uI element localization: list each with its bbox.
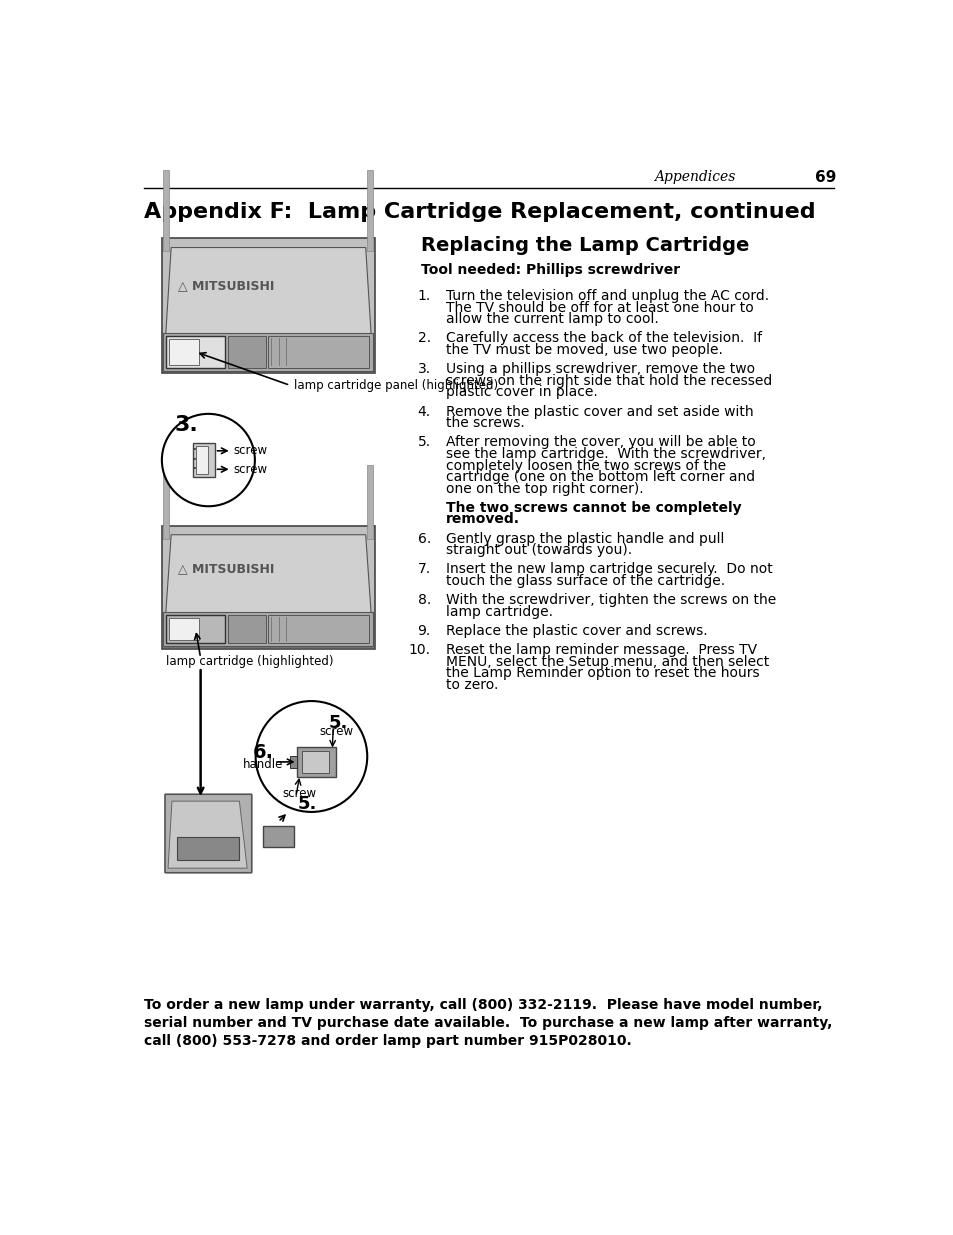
Text: touch the glass surface of the cartridge.: touch the glass surface of the cartridge… [446,574,724,588]
Text: to zero.: to zero. [446,678,498,692]
Bar [228,336,266,368]
Text: 5.: 5. [328,714,348,731]
Text: cartridge (one on the bottom left corner and: cartridge (one on the bottom left corner… [446,471,755,484]
Text: screw: screw [233,445,267,457]
Bar [169,340,198,364]
Text: Replacing the Lamp Cartridge: Replacing the Lamp Cartridge [421,236,749,256]
Text: 3.: 3. [417,362,431,377]
Bar [162,526,375,648]
Bar [268,615,369,643]
Text: With the screwdriver, tighten the screws on the: With the screwdriver, tighten the screws… [446,593,776,608]
Text: Turn the television off and unplug the AC cord.: Turn the television off and unplug the A… [446,289,769,303]
Bar [302,751,328,773]
Text: 3.: 3. [174,415,198,435]
Bar [163,466,169,538]
Bar [163,611,373,646]
Text: 7.: 7. [417,562,431,577]
Text: The two screws cannot be completely: The two screws cannot be completely [446,501,741,515]
Text: Appendix F:  Lamp Cartridge Replacement, continued: Appendix F: Lamp Cartridge Replacement, … [144,203,815,222]
Bar [162,238,375,373]
Polygon shape [168,802,247,868]
Circle shape [255,701,367,811]
Text: Insert the new lamp cartridge securely.  Do not: Insert the new lamp cartridge securely. … [446,562,772,577]
Text: completely loosen the two screws of the: completely loosen the two screws of the [446,458,725,473]
Bar [195,446,208,474]
Text: screw: screw [282,787,315,800]
Text: After removing the cover, you will be able to: After removing the cover, you will be ab… [446,436,756,450]
Text: 4.: 4. [417,405,431,419]
Text: 2.: 2. [417,331,431,346]
Text: Carefully access the back of the television.  If: Carefully access the back of the televis… [446,331,761,346]
Text: 69: 69 [815,170,836,185]
Text: lamp cartridge.: lamp cartridge. [446,605,553,619]
Text: Appendices: Appendices [654,170,735,184]
Text: lamp cartridge (highlighted): lamp cartridge (highlighted) [166,655,333,668]
Text: 6.: 6. [253,743,274,762]
Bar [290,756,297,768]
Bar [166,336,225,368]
Polygon shape [163,247,373,372]
Text: removed.: removed. [446,513,519,526]
Bar [193,443,214,477]
Text: 5.: 5. [297,795,316,813]
Text: Gently grasp the plastic handle and pull: Gently grasp the plastic handle and pull [446,531,724,546]
Bar [367,169,373,252]
Text: 6.: 6. [417,531,431,546]
Bar [367,466,373,538]
Text: the screws.: the screws. [446,416,524,430]
Text: 9.: 9. [417,624,431,638]
Text: the TV must be moved, use two people.: the TV must be moved, use two people. [446,343,722,357]
Text: To order a new lamp under warranty, call (800) 332-2119.  Please have model numb: To order a new lamp under warranty, call… [144,998,832,1049]
Text: straight out (towards you).: straight out (towards you). [446,543,632,557]
Text: one on the top right corner).: one on the top right corner). [446,482,643,495]
Bar [166,615,225,643]
Text: △ MITSUBISHI: △ MITSUBISHI [177,562,274,576]
Text: allow the current lamp to cool.: allow the current lamp to cool. [446,312,659,326]
Bar [177,837,239,861]
Text: 1.: 1. [417,289,431,303]
Text: handle: handle [243,758,283,771]
Text: △ MITSUBISHI: △ MITSUBISHI [177,279,274,291]
Bar [163,333,373,370]
Bar [297,747,335,777]
FancyBboxPatch shape [165,794,252,873]
Circle shape [162,414,254,506]
Text: Using a phillips screwdriver, remove the two: Using a phillips screwdriver, remove the… [446,362,755,377]
Text: MENU, select the Setup menu, and then select: MENU, select the Setup menu, and then se… [446,655,769,669]
Bar [262,826,294,847]
Text: screw: screw [319,725,353,737]
Text: Remove the plastic cover and set aside with: Remove the plastic cover and set aside w… [446,405,753,419]
Bar [169,618,198,640]
Text: Reset the lamp reminder message.  Press TV: Reset the lamp reminder message. Press T… [446,643,757,657]
Text: screws on the right side that hold the recessed: screws on the right side that hold the r… [446,374,772,388]
Bar [163,169,169,252]
Text: plastic cover in place.: plastic cover in place. [446,385,598,399]
Text: lamp cartridge panel (highlighted): lamp cartridge panel (highlighted) [294,379,497,391]
Text: 10.: 10. [409,643,431,657]
Text: screw: screw [233,463,267,475]
Text: 8.: 8. [417,593,431,608]
Text: the Lamp Reminder option to reset the hours: the Lamp Reminder option to reset the ho… [446,667,760,680]
Bar [228,615,266,643]
Bar [268,336,369,368]
Text: 5.: 5. [417,436,431,450]
Polygon shape [163,535,373,647]
Text: see the lamp cartridge.  With the screwdriver,: see the lamp cartridge. With the screwdr… [446,447,765,461]
Text: Tool needed: Phillips screwdriver: Tool needed: Phillips screwdriver [421,263,679,277]
Text: The TV should be off for at least one hour to: The TV should be off for at least one ho… [446,300,753,315]
Text: Replace the plastic cover and screws.: Replace the plastic cover and screws. [446,624,707,638]
